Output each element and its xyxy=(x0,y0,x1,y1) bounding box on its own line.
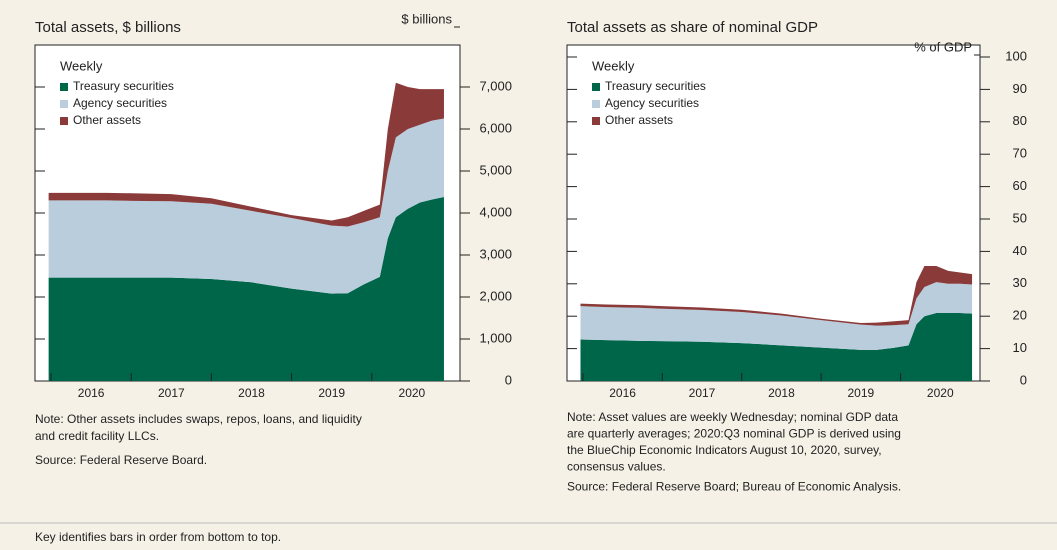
y-tick-label: 5,000 xyxy=(479,162,512,177)
y-axis-label: % of GDP xyxy=(914,39,972,54)
y-tick-label: 0 xyxy=(505,372,512,387)
legend-swatch xyxy=(60,117,68,125)
note: are quarterly averages; 2020:Q3 nominal … xyxy=(567,427,901,441)
area xyxy=(580,282,973,350)
y-tick-label: 1,000 xyxy=(479,330,512,345)
y-tick-label: 4,000 xyxy=(479,204,512,219)
y-tick-label: 90 xyxy=(1013,81,1027,96)
source: Source: Federal Reserve Board; Bureau of… xyxy=(567,480,901,494)
x-tick-label: 2018 xyxy=(238,386,265,400)
chart-title: Total assets as share of nominal GDP xyxy=(567,19,818,36)
y-tick-label: 60 xyxy=(1013,178,1027,193)
legend-swatch xyxy=(60,83,68,91)
legend-label: Treasury securities xyxy=(605,79,706,93)
x-tick-label: 2016 xyxy=(78,386,105,400)
legend-label: Treasury securities xyxy=(73,79,174,93)
legend-title: Weekly xyxy=(592,58,635,73)
y-tick-label: 70 xyxy=(1013,146,1027,161)
y-tick-label: 2,000 xyxy=(479,288,512,303)
y-tick-label: 40 xyxy=(1013,243,1027,258)
note: Note: Other assets includes swaps, repos… xyxy=(35,412,362,426)
note: the BlueChip Economic Indicators August … xyxy=(567,443,882,457)
y-tick-label: 6,000 xyxy=(479,120,512,135)
x-tick-label: 2018 xyxy=(768,386,795,400)
y-tick-label: 10 xyxy=(1013,340,1027,355)
area xyxy=(48,118,444,294)
legend-label: Agency securities xyxy=(73,96,167,110)
x-tick-label: 2020 xyxy=(927,386,954,400)
x-tick-label: 2017 xyxy=(158,386,185,400)
y-axis-label: $ billions xyxy=(401,11,452,26)
legend-swatch xyxy=(592,100,600,108)
area xyxy=(48,82,444,227)
legend-swatch xyxy=(592,117,600,125)
note: and credit facility LLCs. xyxy=(35,429,159,443)
y-tick-label: 3,000 xyxy=(479,246,512,261)
x-tick-label: 2019 xyxy=(318,386,345,400)
x-tick-label: 2019 xyxy=(848,386,875,400)
area xyxy=(580,265,973,326)
y-tick-label: 100 xyxy=(1005,48,1027,63)
y-tick-label: 50 xyxy=(1013,210,1027,225)
legend-label: Agency securities xyxy=(605,96,699,110)
chart-title: Total assets, $ billions xyxy=(35,19,181,36)
area xyxy=(48,197,444,381)
x-tick-label: 2017 xyxy=(689,386,716,400)
legend-label: Other assets xyxy=(73,113,141,127)
legend-swatch xyxy=(592,83,600,91)
legend-label: Other assets xyxy=(605,113,673,127)
note: Note: Asset values are weekly Wednesday;… xyxy=(567,410,898,424)
y-tick-label: 20 xyxy=(1013,308,1027,323)
x-tick-label: 2016 xyxy=(609,386,636,400)
legend-title: Weekly xyxy=(60,58,103,73)
y-tick-label: 30 xyxy=(1013,275,1027,290)
y-tick-label: 7,000 xyxy=(479,78,512,93)
y-tick-label: 0 xyxy=(1020,372,1027,387)
x-tick-label: 2020 xyxy=(399,386,426,400)
area xyxy=(580,312,973,381)
source: Source: Federal Reserve Board. xyxy=(35,453,207,467)
legend-swatch xyxy=(60,100,68,108)
note: consensus values. xyxy=(567,460,666,474)
y-tick-label: 80 xyxy=(1013,113,1027,128)
footer: Key identifies bars in order from bottom… xyxy=(35,530,281,544)
